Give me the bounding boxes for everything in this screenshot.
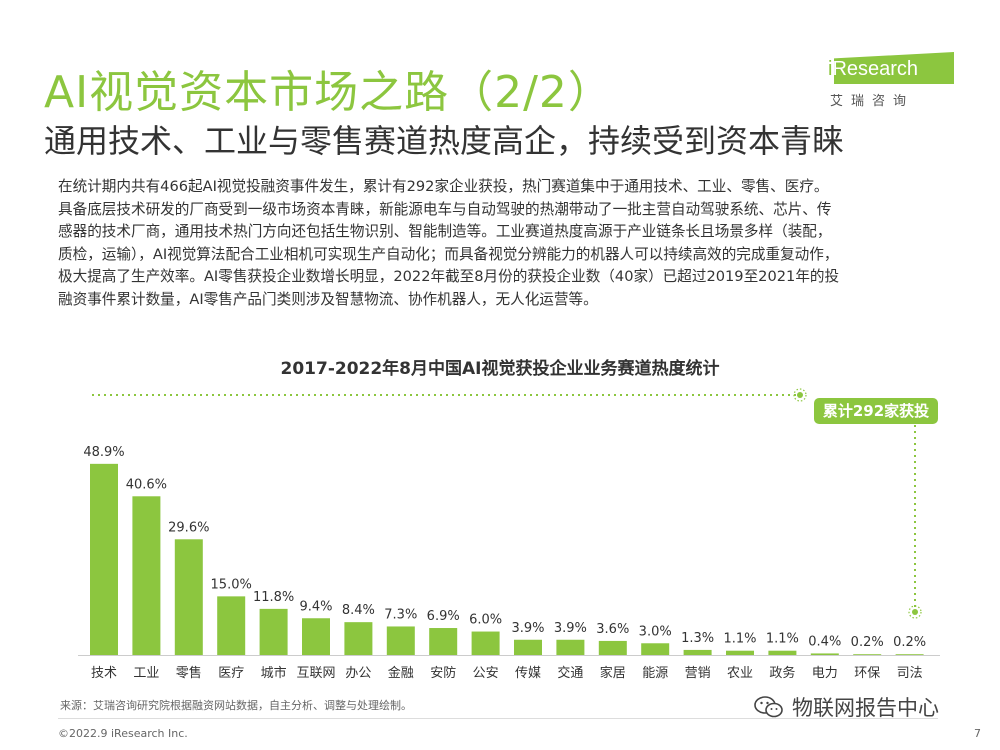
bar-20 — [895, 654, 924, 655]
data-label: 1.3% — [681, 631, 714, 646]
data-label: 8.4% — [342, 603, 375, 618]
bar-12 — [556, 639, 585, 655]
category-label: 环保 — [854, 666, 880, 681]
category-label: 传媒 — [515, 666, 541, 681]
category-label: 医疗 — [218, 666, 244, 681]
bar-6 — [302, 618, 330, 655]
bar-14 — [641, 643, 670, 655]
bar-chart: 48.9% 技术 40.6% 工业 29.6% 零售 15.0% 医疗 11.8% 城市 9.4% 互… — [78, 388, 940, 681]
data-label: 6.0% — [469, 613, 502, 628]
watermark-text: 物联网报告中心 — [792, 696, 939, 720]
category-label: 零售 — [176, 665, 202, 681]
source-note: 来源：艾瑞咨询研究院根据融资网站数据，自主分析、调整与处理绘制。 — [60, 699, 412, 712]
footer-divider — [58, 718, 938, 719]
category-label: 能源 — [642, 666, 668, 681]
logo-subtitle: 艾瑞咨询 — [830, 94, 915, 109]
wechat-icon — [754, 696, 783, 718]
category-label: 安防 — [430, 665, 456, 681]
data-label: 3.9% — [511, 621, 544, 636]
bar-8 — [386, 626, 415, 655]
data-label: 6.9% — [427, 609, 460, 624]
total-funded-badge: 累计292家获投 — [814, 398, 938, 424]
data-label: 48.9% — [83, 445, 124, 460]
page-number: 7 — [974, 727, 981, 740]
data-label: 11.8% — [253, 590, 294, 605]
data-label: 3.0% — [639, 624, 672, 639]
copyright: ©2022.9 iResearch Inc. — [58, 727, 188, 740]
intro-line: 感器的技术厂商，通用技术热门方向还包括生物识别、智能制造等。工业赛道热度高源于产… — [58, 223, 832, 241]
data-label: 3.6% — [596, 622, 629, 637]
data-label: 1.1% — [723, 632, 756, 647]
bar-19 — [853, 654, 882, 655]
bar-13 — [598, 640, 627, 655]
bar-16 — [726, 650, 754, 655]
bar-4 — [217, 596, 246, 655]
iresearch-logo: iResearch 艾瑞咨询 — [824, 52, 954, 109]
data-label: 9.4% — [299, 599, 332, 614]
data-label: 0.2% — [851, 635, 884, 650]
data-label: 1.1% — [766, 632, 799, 647]
intro-line: 质检，运输），AI视觉算法配合工业相机可实现生产自动化；而具备视觉分辨能力的机器… — [58, 245, 839, 263]
bar-10 — [471, 631, 500, 655]
data-label: 7.3% — [384, 607, 417, 622]
data-label: 3.9% — [554, 621, 587, 636]
category-label: 电力 — [812, 666, 838, 681]
data-label: 29.6% — [168, 520, 209, 535]
watermark: 物联网报告中心 — [754, 692, 939, 722]
chart-title: 2017-2022年8月中国AI视觉获投企业业务赛道热度统计 — [280, 359, 720, 379]
intro-paragraph: 在统计期内共有466起AI视觉投融资事件发生，累计有292家企业获投，热门赛道集… — [58, 176, 948, 312]
intro-line: 具备底层技术研发的厂商受到一级市场资本青睐，新能源电车与自动驾驶的热潮带动了一批… — [58, 200, 832, 218]
guide-marker-ring — [908, 605, 922, 619]
category-label: 工业 — [133, 666, 159, 681]
intro-line: 极大提高了生产效率。AI零售获投企业数增长明显，2022年截至8月份的获投企业数… — [58, 268, 840, 286]
category-label: 城市 — [261, 665, 287, 681]
bar-3 — [174, 539, 203, 655]
category-label: 技术 — [91, 666, 117, 681]
bar-2 — [132, 496, 161, 655]
bar-15 — [683, 649, 712, 655]
category-label: 办公 — [345, 666, 371, 681]
data-label: 0.2% — [893, 635, 926, 650]
category-label: 营销 — [685, 666, 711, 681]
data-label: 15.0% — [211, 577, 252, 592]
bar-17 — [768, 650, 797, 655]
bar-11 — [514, 639, 542, 655]
data-label: 40.6% — [126, 477, 167, 492]
page-title: AI视觉资本市场之路（2/2） — [44, 67, 613, 118]
category-label: 互联网 — [296, 666, 335, 681]
data-label: 0.4% — [808, 634, 841, 649]
bar-5 — [259, 608, 288, 655]
bar-1 — [90, 463, 118, 655]
guide-marker-dot — [912, 609, 918, 615]
page-subtitle: 通用技术、工业与零售赛道热度高企，持续受到资本青睐 — [44, 122, 845, 160]
guide-marker-dot — [797, 392, 803, 398]
intro-line: 融资事件累计数量，AI零售产品门类则涉及智慧物流、协作机器人，无人化运营等。 — [58, 290, 598, 308]
category-label: 政务 — [769, 665, 795, 681]
category-label: 金融 — [388, 665, 414, 681]
category-label: 司法 — [897, 666, 923, 681]
bar-9 — [429, 628, 458, 655]
guide-marker-ring — [793, 388, 807, 402]
logo-wordmark: iResearch — [828, 58, 919, 80]
category-label: 交通 — [557, 665, 583, 681]
intro-line: 在统计期内共有466起AI视觉投融资事件发生，累计有292家企业获投，热门赛道集… — [58, 178, 829, 195]
bar-18 — [810, 653, 839, 655]
category-label: 家居 — [600, 665, 626, 681]
category-label: 公安 — [473, 666, 499, 681]
bar-7 — [344, 622, 373, 655]
category-label: 农业 — [727, 666, 753, 681]
